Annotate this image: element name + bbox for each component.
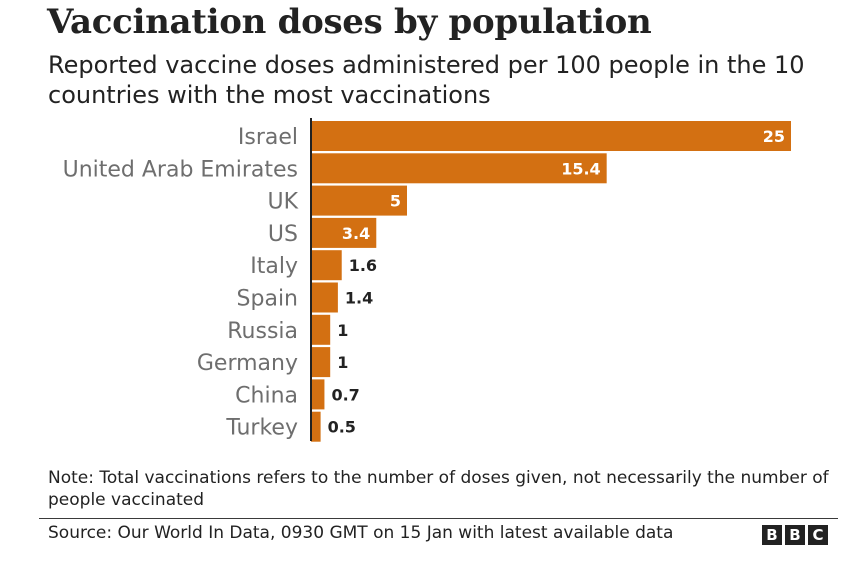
bar xyxy=(311,379,325,410)
value-label: 0.5 xyxy=(328,418,356,437)
bar xyxy=(311,314,331,345)
value-label: 15.4 xyxy=(561,159,600,178)
chart-subtitle: Reported vaccine doses administered per … xyxy=(48,51,805,109)
bar xyxy=(311,153,607,184)
bar xyxy=(311,121,791,151)
bar xyxy=(311,250,342,281)
bbc-logo: B B C xyxy=(762,525,828,545)
chart-title: Vaccination doses by population xyxy=(47,2,652,42)
bar xyxy=(311,347,331,378)
value-label: 25 xyxy=(763,127,785,146)
bbc-logo-letter: B xyxy=(762,525,782,545)
value-label: 1.6 xyxy=(349,256,377,275)
value-label: 1 xyxy=(337,353,348,372)
category-label: China xyxy=(235,383,298,408)
category-label: Israel xyxy=(238,125,298,150)
category-label: Italy xyxy=(250,254,298,279)
source-text: Source: Our World In Data, 0930 GMT on 1… xyxy=(48,523,674,543)
bbc-logo-letter: C xyxy=(808,525,828,545)
value-label: 0.7 xyxy=(331,385,359,404)
bbc-logo-letter: B xyxy=(785,525,805,545)
category-label: Germany xyxy=(197,351,298,376)
footer-divider xyxy=(39,518,838,519)
bar-chart: Israel 25 United Arab Emirates 15.4 UK 5 US 3.4… xyxy=(63,118,791,442)
bar xyxy=(311,282,338,313)
category-label: US xyxy=(268,222,298,247)
bar xyxy=(311,185,407,216)
value-label: 3.4 xyxy=(342,224,370,243)
category-label: Spain xyxy=(237,287,298,312)
category-label: Russia xyxy=(227,319,298,344)
value-label: 1 xyxy=(337,321,348,340)
value-label: 1.4 xyxy=(345,289,373,308)
category-label: United Arab Emirates xyxy=(63,157,298,182)
bar xyxy=(311,411,321,442)
chart-note: Note: Total vaccinations refers to the n… xyxy=(48,468,829,510)
category-label: UK xyxy=(267,190,298,215)
value-label: 5 xyxy=(390,192,401,211)
bar xyxy=(311,217,377,248)
category-label: Turkey xyxy=(225,416,298,441)
